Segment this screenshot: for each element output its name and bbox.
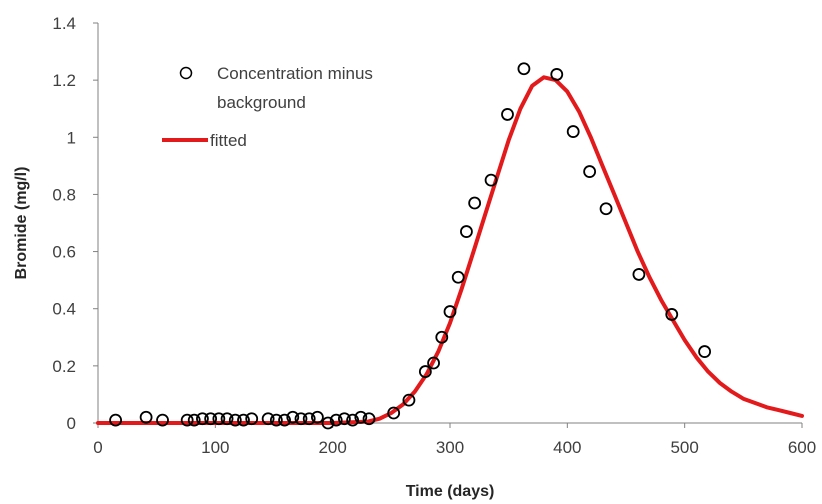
data-point bbox=[460, 225, 473, 238]
y-ticks: 0 0.2 0.4 0.6 0.8 1 1.2 1.4 bbox=[52, 14, 98, 433]
x-tick-label: 500 bbox=[670, 438, 698, 457]
data-point bbox=[599, 202, 613, 216]
data-point bbox=[139, 410, 153, 424]
data-point bbox=[443, 305, 457, 318]
y-tick-label: 0.8 bbox=[52, 185, 76, 204]
axes bbox=[97, 23, 802, 424]
y-tick-label: 1.4 bbox=[52, 14, 76, 33]
y-tick-label: 0.4 bbox=[52, 300, 76, 319]
data-point bbox=[180, 413, 194, 427]
x-tick-label: 400 bbox=[553, 438, 581, 457]
data-point bbox=[156, 413, 169, 427]
legend-label-observed-line1: Concentration minus bbox=[217, 64, 373, 83]
data-point bbox=[278, 413, 291, 427]
data-point bbox=[294, 412, 308, 426]
x-tick-label: 200 bbox=[318, 438, 346, 457]
data-point bbox=[468, 196, 482, 210]
fitted-line bbox=[96, 75, 804, 425]
observed-series bbox=[109, 62, 712, 430]
fitted-series bbox=[96, 75, 804, 425]
y-tick-label: 0.6 bbox=[52, 243, 76, 262]
legend-marker-observed bbox=[179, 66, 193, 80]
data-point bbox=[311, 410, 324, 424]
y-tick-label: 0 bbox=[67, 414, 76, 433]
data-point bbox=[501, 108, 514, 121]
data-point bbox=[566, 125, 580, 138]
data-point bbox=[550, 68, 564, 81]
data-point bbox=[418, 365, 432, 378]
legend: Concentration minus background fitted bbox=[162, 64, 373, 150]
data-point bbox=[321, 416, 335, 430]
x-tick-label: 600 bbox=[788, 438, 816, 457]
data-point bbox=[517, 62, 531, 76]
x-ticks: 0 100 200 300 400 500 600 bbox=[93, 423, 816, 457]
data-point bbox=[245, 412, 259, 426]
x-axis-title: Time (days) bbox=[406, 483, 495, 500]
data-point bbox=[451, 270, 465, 284]
data-point bbox=[698, 345, 712, 358]
data-point bbox=[302, 412, 316, 426]
y-tick-label: 0.2 bbox=[52, 357, 76, 376]
x-tick-label: 300 bbox=[436, 438, 464, 457]
data-point bbox=[337, 412, 351, 426]
x-tick-label: 100 bbox=[201, 438, 229, 457]
data-point bbox=[435, 330, 449, 344]
data-point bbox=[220, 412, 234, 426]
data-point bbox=[427, 356, 440, 370]
y-tick-label: 1.2 bbox=[52, 71, 76, 90]
data-point bbox=[196, 412, 209, 426]
data-point bbox=[187, 413, 201, 427]
data-point bbox=[329, 413, 343, 427]
data-point bbox=[204, 412, 218, 426]
data-point bbox=[387, 406, 401, 420]
data-point bbox=[228, 413, 242, 427]
data-point bbox=[354, 410, 368, 424]
data-point bbox=[665, 308, 679, 321]
data-point bbox=[362, 412, 376, 426]
data-point bbox=[346, 413, 360, 427]
x-tick-label: 0 bbox=[93, 438, 102, 457]
legend-label-observed-line2: background bbox=[217, 93, 306, 112]
y-axis-title: Bromide (mg/l) bbox=[13, 167, 30, 280]
data-point bbox=[261, 412, 275, 426]
data-point bbox=[402, 393, 416, 407]
data-point bbox=[632, 268, 646, 281]
data-point bbox=[583, 165, 597, 178]
data-point bbox=[237, 413, 250, 427]
data-point bbox=[286, 410, 300, 424]
legend-label-fitted: fitted bbox=[210, 131, 247, 150]
data-point bbox=[484, 173, 498, 187]
data-point bbox=[269, 413, 283, 427]
data-point bbox=[109, 413, 122, 427]
y-tick-label: 1 bbox=[67, 128, 76, 147]
data-point bbox=[212, 412, 226, 426]
